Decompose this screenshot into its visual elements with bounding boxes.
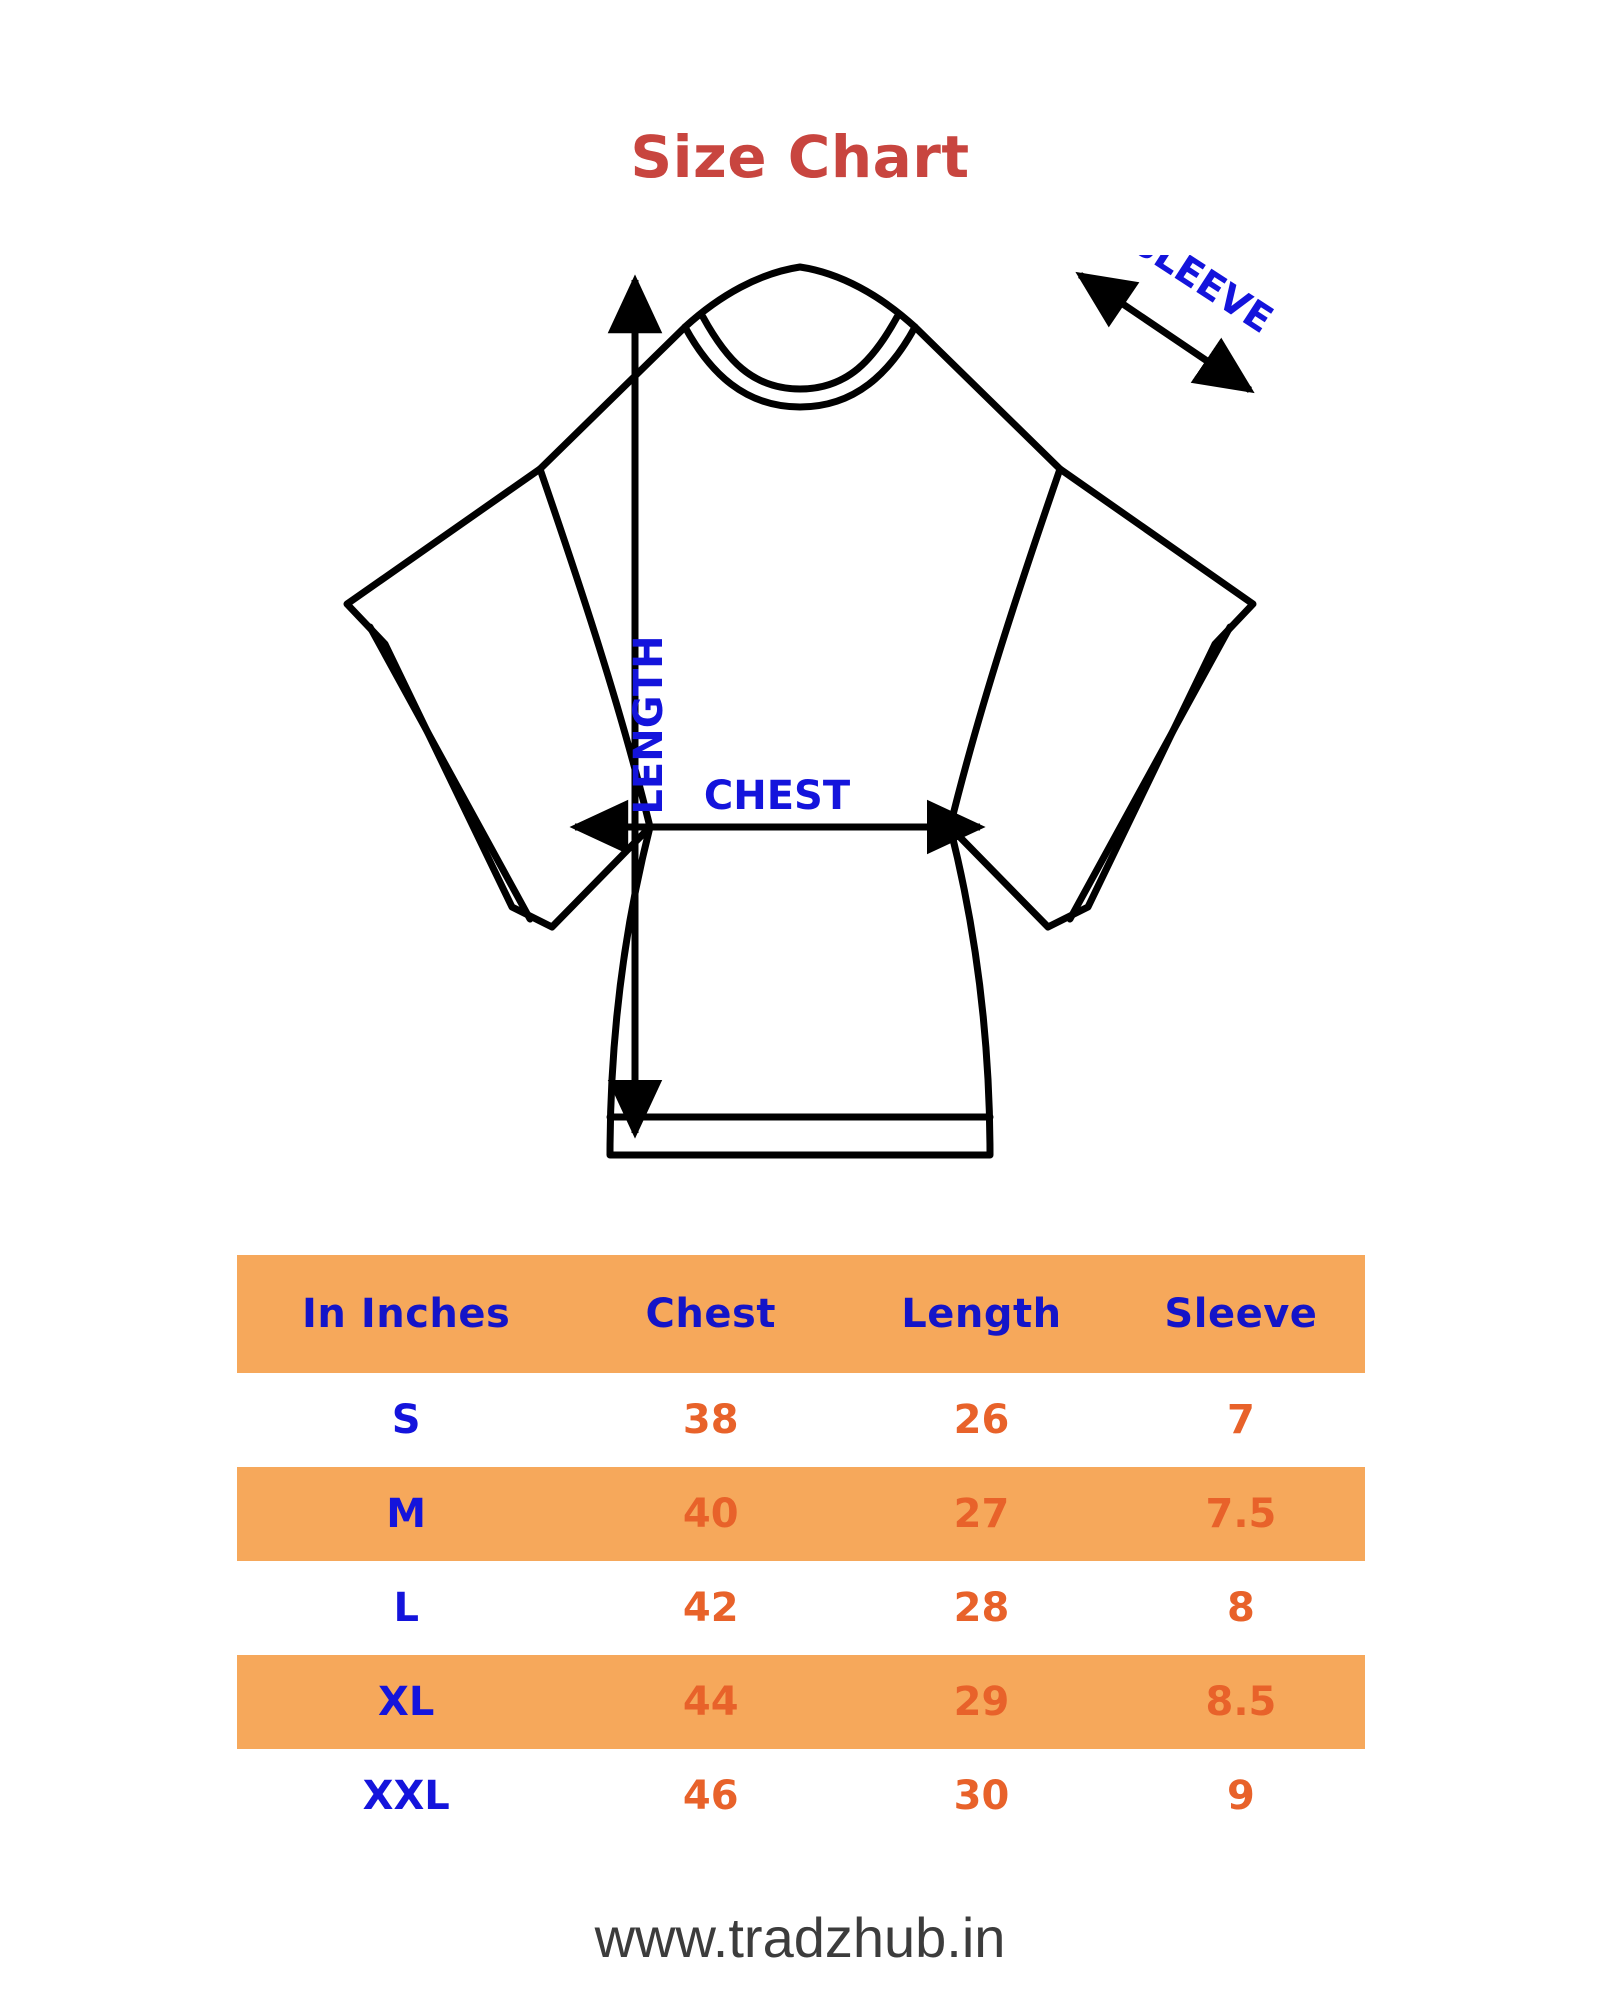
table-header-row: In Inches Chest Length Sleeve [237, 1255, 1365, 1373]
table-row: XL 44 29 8.5 [237, 1655, 1365, 1749]
cell-size: L [393, 1585, 419, 1631]
cell-chest: 46 [682, 1773, 739, 1819]
cell-sleeve: 8 [1226, 1585, 1255, 1631]
chest-label: CHEST [704, 773, 851, 819]
sleeve-label: SLEEVE [1123, 255, 1280, 342]
table-row: XXL 46 30 9 [237, 1749, 1365, 1843]
cell-length: 27 [953, 1491, 1010, 1537]
cell-sleeve: 9 [1226, 1773, 1255, 1819]
t-shirt-measurement-diagram: CHEST LENGTH SLEEVE [290, 255, 1310, 1215]
cell-size: XXL [362, 1773, 450, 1819]
column-header-size: In Inches [302, 1291, 511, 1337]
cell-chest: 42 [682, 1585, 739, 1631]
cell-size: S [391, 1397, 421, 1443]
cell-length: 29 [953, 1679, 1010, 1725]
cell-chest: 40 [682, 1491, 739, 1537]
cell-sleeve: 7.5 [1205, 1491, 1277, 1537]
cell-length: 30 [953, 1773, 1010, 1819]
cell-length: 28 [953, 1585, 1010, 1631]
length-label: LENGTH [626, 635, 672, 814]
column-header-length: Length [901, 1291, 1062, 1337]
column-header-chest: Chest [645, 1291, 776, 1337]
cell-sleeve: 7 [1226, 1397, 1255, 1443]
cell-chest: 38 [682, 1397, 739, 1443]
column-header-sleeve: Sleeve [1164, 1291, 1318, 1337]
table-row: L 42 28 8 [237, 1561, 1365, 1655]
cell-length: 26 [953, 1397, 1010, 1443]
size-chart-table: In Inches Chest Length Sleeve S 38 26 7 … [237, 1255, 1365, 1843]
cell-size: M [386, 1491, 427, 1537]
table-row: M 40 27 7.5 [237, 1467, 1365, 1561]
table-row: S 38 26 7 [237, 1373, 1365, 1467]
sleeve-measure-arrow [1075, 271, 1255, 394]
shirt-outline [343, 263, 1257, 1159]
cell-size: XL [378, 1679, 435, 1725]
website-url: www.tradzhub.in [594, 1906, 1006, 1969]
page-title: Size Chart [630, 123, 970, 191]
cell-chest: 44 [682, 1679, 739, 1725]
cell-sleeve: 8.5 [1205, 1679, 1277, 1725]
